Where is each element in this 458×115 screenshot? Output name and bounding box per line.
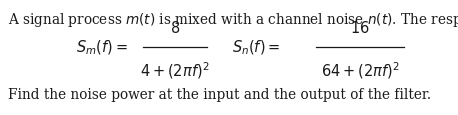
Text: Find the noise power at the input and the output of the filter.: Find the noise power at the input and th… bbox=[8, 87, 431, 101]
Text: $S_n(f) =$: $S_n(f) =$ bbox=[232, 38, 280, 57]
Text: A signal process $m(t)$ is mixed with a channel noise $n(t)$. The respective PSD: A signal process $m(t)$ is mixed with a … bbox=[8, 11, 458, 29]
Text: $8$: $8$ bbox=[170, 20, 180, 36]
Text: $S_m(f) =$: $S_m(f) =$ bbox=[76, 38, 128, 57]
Text: $4+(2\pi f)^2$: $4+(2\pi f)^2$ bbox=[140, 59, 210, 80]
Text: $64+(2\pi f)^2$: $64+(2\pi f)^2$ bbox=[321, 59, 399, 80]
Text: $16$: $16$ bbox=[350, 20, 370, 36]
